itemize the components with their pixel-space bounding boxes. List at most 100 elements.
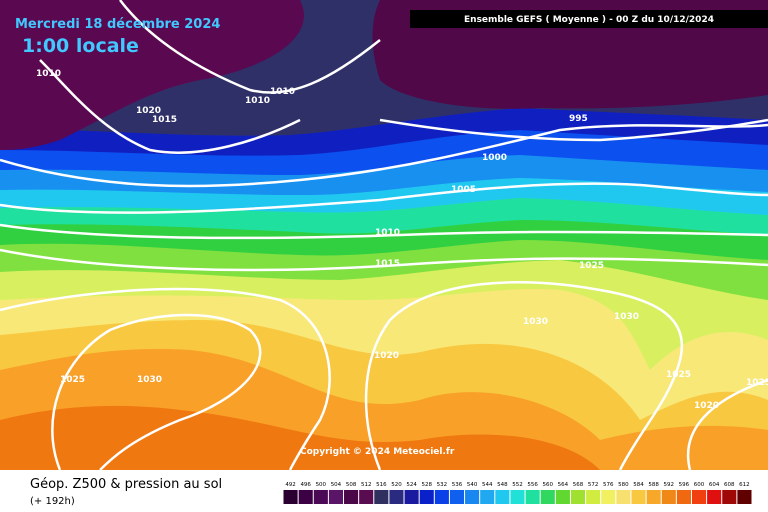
legend-swatch bbox=[707, 490, 722, 504]
legend-label: 512 bbox=[361, 482, 372, 488]
legend-swatch bbox=[344, 490, 359, 504]
legend-label: 520 bbox=[391, 482, 402, 488]
legend-swatch bbox=[404, 490, 419, 504]
isobar bbox=[0, 182, 768, 214]
legend-label: 592 bbox=[664, 482, 675, 488]
legend-swatch bbox=[374, 490, 389, 504]
isobar bbox=[119, 0, 381, 94]
isobar-label: 1020 bbox=[136, 106, 161, 116]
legend-swatch bbox=[540, 490, 555, 504]
legend-label: 532 bbox=[437, 482, 448, 488]
legend-swatch bbox=[737, 490, 752, 504]
isobar-label: 1020 bbox=[694, 401, 719, 411]
legend-swatch bbox=[601, 490, 616, 504]
legend-swatch bbox=[525, 490, 540, 504]
legend-label: 608 bbox=[724, 482, 735, 488]
legend-swatch bbox=[586, 490, 601, 504]
isobar-label: 1015 bbox=[375, 259, 400, 269]
legend-label: 496 bbox=[300, 482, 311, 488]
legend-swatch bbox=[676, 490, 691, 504]
isobar bbox=[686, 378, 768, 471]
legend-label: 500 bbox=[316, 482, 327, 488]
isobar-label: 1005 bbox=[451, 185, 476, 195]
legend: 492 496 500 504 508 512 516 520 524 528 532 536 540 5… bbox=[283, 482, 752, 504]
legend-swatch bbox=[449, 490, 465, 504]
isobar bbox=[39, 59, 301, 154]
isobars bbox=[0, 0, 768, 471]
legend-label: 556 bbox=[527, 482, 538, 488]
isobar-label: 1030 bbox=[523, 317, 548, 327]
legend-label: 504 bbox=[331, 482, 342, 488]
legend-label: 536 bbox=[452, 482, 463, 488]
isobar-label: 1000 bbox=[482, 153, 507, 163]
legend-swatch bbox=[480, 490, 495, 504]
legend-swatch bbox=[646, 490, 661, 504]
legend-swatch bbox=[313, 490, 328, 504]
isobar bbox=[0, 123, 768, 188]
legend-swatch bbox=[328, 490, 344, 504]
legend-swatch bbox=[510, 490, 525, 504]
run-header: Ensemble GEFS ( Moyenne ) - 00 Z du 10/1… bbox=[464, 15, 714, 25]
isobar-label: 1025 bbox=[60, 375, 85, 385]
legend-label: 492 bbox=[285, 482, 296, 488]
legend-swatch bbox=[661, 490, 676, 504]
isobar-label: 1025 bbox=[579, 261, 604, 271]
legend-label: 612 bbox=[739, 482, 750, 488]
run-header-box bbox=[410, 10, 768, 28]
isobar-label: 1030 bbox=[614, 312, 639, 322]
legend-label: 576 bbox=[603, 482, 614, 488]
legend-swatch bbox=[419, 490, 434, 504]
legend-label: 564 bbox=[558, 482, 569, 488]
legend-label: 552 bbox=[512, 482, 523, 488]
legend-swatch bbox=[570, 490, 586, 504]
legend-label: 540 bbox=[467, 482, 478, 488]
isobar-label: 1025 bbox=[746, 378, 768, 388]
legend-label: 524 bbox=[406, 482, 417, 488]
legend-swatch bbox=[359, 490, 374, 504]
isobar bbox=[0, 248, 768, 272]
legend-swatch bbox=[389, 490, 404, 504]
isobar-label: 1010 bbox=[245, 96, 270, 106]
isobar-label: 995 bbox=[569, 114, 588, 124]
legend-label: 596 bbox=[679, 482, 690, 488]
map-background bbox=[0, 0, 768, 470]
isobar-label: 1010 bbox=[375, 228, 400, 238]
copyright: Copyright © 2024 Meteociel.fr bbox=[300, 447, 455, 457]
legend-swatch bbox=[722, 490, 737, 504]
legend-label: 580 bbox=[618, 482, 629, 488]
isobar-label: 1010 bbox=[36, 69, 61, 79]
legend-label: 588 bbox=[648, 482, 659, 488]
legend-label: 508 bbox=[346, 482, 357, 488]
date-title: Mercredi 18 décembre 2024 bbox=[15, 17, 220, 32]
isobar-label: 1010 bbox=[270, 87, 295, 97]
legend-label: 604 bbox=[709, 482, 720, 488]
isobar bbox=[0, 287, 331, 471]
legend-swatch bbox=[616, 490, 631, 504]
band bbox=[0, 0, 304, 150]
isobar-label: 1025 bbox=[666, 370, 691, 380]
legend-label: 560 bbox=[543, 482, 554, 488]
legend-label: 568 bbox=[573, 482, 584, 488]
legend-label: 584 bbox=[633, 482, 644, 488]
legend-swatch bbox=[434, 490, 449, 504]
isobar bbox=[379, 118, 768, 142]
legend-swatch bbox=[298, 490, 313, 504]
legend-label: 544 bbox=[482, 482, 493, 488]
isobar bbox=[364, 281, 683, 471]
legend-swatch bbox=[283, 490, 298, 504]
legend-swatch bbox=[631, 490, 646, 504]
legend-swatch bbox=[691, 490, 707, 504]
footer-lead: (+ 192h) bbox=[30, 496, 75, 507]
legend-swatch bbox=[465, 490, 480, 504]
isobar-label: 1015 bbox=[152, 115, 177, 125]
isobar bbox=[0, 223, 768, 240]
isobar-label: 1030 bbox=[137, 375, 162, 385]
legend-label: 600 bbox=[694, 482, 705, 488]
legend-label: 572 bbox=[588, 482, 599, 488]
legend-label: 548 bbox=[497, 482, 508, 488]
legend-label: 528 bbox=[421, 482, 432, 488]
time-title: 1:00 locale bbox=[22, 35, 139, 57]
legend-swatch bbox=[495, 490, 510, 504]
